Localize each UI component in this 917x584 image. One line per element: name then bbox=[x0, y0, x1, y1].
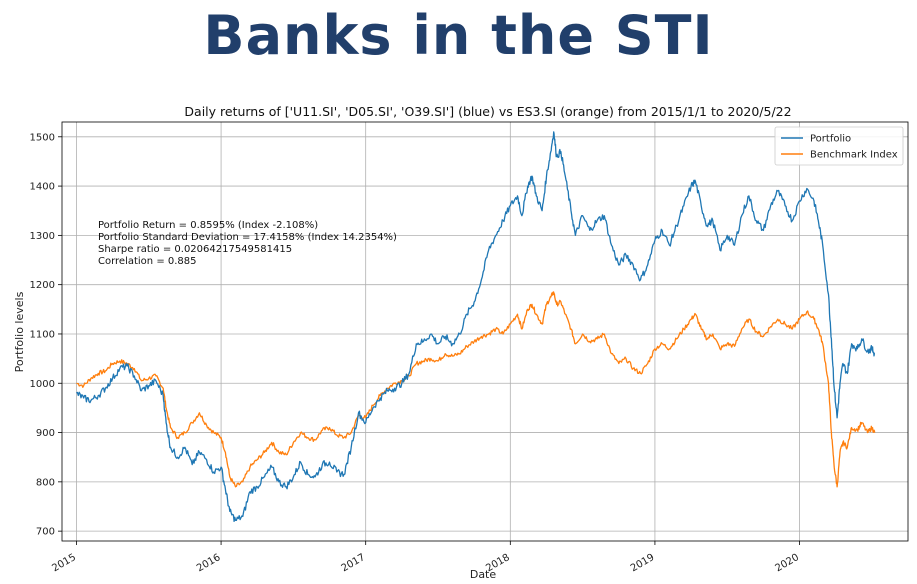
y-tick-label: 900 bbox=[36, 428, 55, 439]
y-tick-label: 1400 bbox=[30, 182, 55, 193]
legend: Portfolio Benchmark Index bbox=[774, 126, 904, 166]
y-tick-label: 700 bbox=[36, 527, 55, 538]
annotation-line-stddev: Portfolio Standard Deviation = 17.4158% … bbox=[98, 232, 397, 243]
series-layer bbox=[76, 131, 876, 523]
y-axis-label: Portfolio levels bbox=[13, 291, 26, 372]
y-tick-label: 1100 bbox=[30, 329, 55, 340]
x-tick-label: 2019 bbox=[629, 552, 657, 574]
x-tick-label: 2015 bbox=[50, 552, 78, 574]
y-axis: 700 800 900 1000 1100 1200 1300 1400 1500 bbox=[30, 132, 62, 538]
x-tick-label: 2017 bbox=[340, 552, 368, 574]
annotation-line-correlation: Correlation = 0.885 bbox=[98, 256, 197, 267]
legend-box bbox=[774, 126, 904, 166]
y-tick-label: 800 bbox=[36, 477, 55, 488]
x-axis-label: Date bbox=[470, 568, 497, 581]
legend-label-benchmark: Benchmark Index bbox=[810, 150, 898, 161]
slide-title: Banks in the STI bbox=[203, 4, 714, 67]
annotation-line-sharpe: Sharpe ratio = 0.02064217549581415 bbox=[98, 244, 292, 255]
y-tick-label: 1000 bbox=[30, 379, 55, 390]
series-line-benchmark bbox=[76, 291, 876, 488]
legend-label-portfolio: Portfolio bbox=[810, 134, 851, 145]
chart-title: Daily returns of ['U11.SI', 'D05.SI', 'O… bbox=[184, 104, 791, 119]
y-tick-label: 1300 bbox=[30, 231, 55, 242]
plot-frame bbox=[61, 121, 909, 542]
x-tick-label: 2020 bbox=[773, 552, 801, 574]
x-axis: 2015 2016 2017 2018 2019 2020 bbox=[50, 541, 801, 574]
x-tick-label: 2016 bbox=[195, 552, 223, 574]
y-tick-label: 1500 bbox=[30, 132, 55, 143]
grid bbox=[62, 122, 908, 541]
line-chart: Daily returns of ['U11.SI', 'D05.SI', 'O… bbox=[13, 104, 909, 581]
y-tick-label: 1200 bbox=[30, 280, 55, 291]
annotation-line-return: Portfolio Return = 0.8595% (Index -2.108… bbox=[98, 220, 318, 231]
stats-annotation: Portfolio Return = 0.8595% (Index -2.108… bbox=[98, 220, 397, 267]
series-line-portfolio bbox=[76, 131, 876, 523]
